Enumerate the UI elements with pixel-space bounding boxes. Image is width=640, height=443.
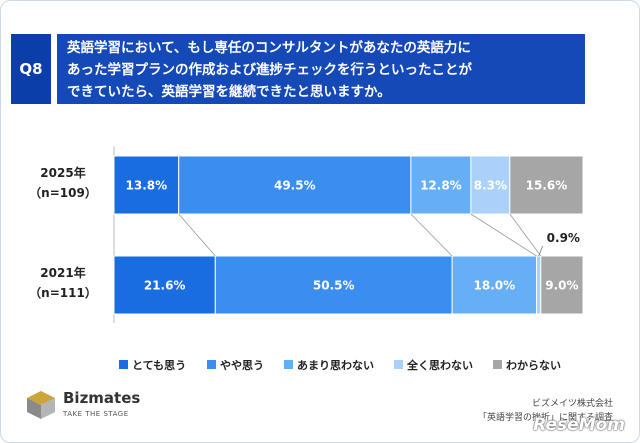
question-number-badge: Q8 <box>11 34 51 104</box>
data-label: 12.8% <box>420 179 462 193</box>
cube-logo-icon <box>27 391 55 419</box>
data-label: 21.6% <box>144 279 186 293</box>
data-label: 49.5% <box>274 179 316 193</box>
bar-segment <box>410 155 472 215</box>
data-label: 18.0% <box>474 279 516 293</box>
legend-label: とても思う <box>132 359 186 372</box>
segment-connector-line <box>509 213 542 257</box>
bar-segment <box>509 155 584 215</box>
question-text: 英語学習において、もし専任のコンサルタントがあなたの英語力に あった学習プランの… <box>57 34 585 104</box>
legend-label: 全く思わない <box>406 358 473 372</box>
source-survey: 「英語学習の挫折」に関する調査 <box>477 413 613 423</box>
bar-segment <box>214 255 453 315</box>
data-label: 13.8% <box>126 179 168 193</box>
source-credit: ビズメイツ株式会社 「英語学習の挫折」に関する調査 <box>478 397 613 425</box>
bar-segment <box>113 155 180 215</box>
data-label: 9.0% <box>545 279 578 293</box>
category-year-label: 2021年 <box>40 265 85 280</box>
data-label: 0.9% <box>547 231 580 245</box>
legend-label: わからない <box>506 359 561 372</box>
resemom-watermark: ReseMom <box>533 415 625 435</box>
logo-tagline: TAKE THE STAGE <box>63 410 129 418</box>
data-label: 50.5% <box>313 279 355 293</box>
bar-segment <box>178 155 412 215</box>
legend-swatch <box>284 360 293 369</box>
legend-swatch <box>394 360 403 369</box>
logo-name: Bizmates <box>63 389 141 407</box>
category-n-label: （n=109） <box>29 185 97 200</box>
segment-connector-line <box>178 213 216 257</box>
source-company: ビズメイツ株式会社 <box>531 399 613 409</box>
bar-segment <box>536 255 542 315</box>
segment-connector-line <box>410 213 453 257</box>
category-year-label: 2025年 <box>40 165 85 180</box>
segment-connector-line <box>470 213 537 257</box>
legend-swatch <box>119 360 128 369</box>
legend-swatch <box>207 360 216 369</box>
data-label: 8.3% <box>474 179 507 193</box>
category-n-label: （n=111） <box>29 285 97 300</box>
bizmates-logo: Bizmates TAKE THE STAGE <box>25 389 175 425</box>
legend-label: やや思う <box>220 359 264 372</box>
bar-segment <box>540 255 584 315</box>
legend-swatch <box>493 360 502 369</box>
legend-label: あまり思わない <box>297 359 374 372</box>
data-label: 15.6% <box>526 179 568 193</box>
